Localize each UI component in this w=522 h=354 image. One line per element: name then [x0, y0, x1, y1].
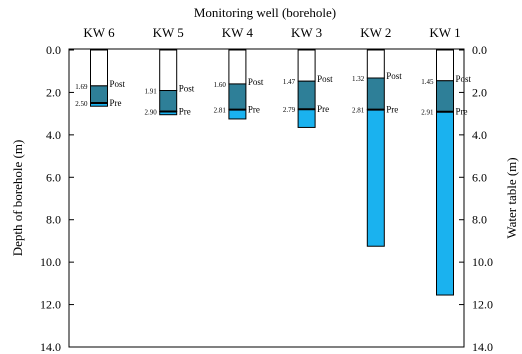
post-tag-label: Post: [110, 79, 126, 89]
well-name-label: KW 5: [153, 25, 184, 40]
water-pre-bar: [436, 111, 454, 296]
left-y-tick-label: 12.0: [40, 298, 61, 312]
left-y-tick-label: 0.0: [46, 43, 61, 57]
left-y-tick-label: 8.0: [46, 213, 61, 227]
left-y-tick-label: 6.0: [46, 170, 61, 184]
post-tag-label: Post: [386, 71, 402, 81]
water-pre-bar: [366, 109, 385, 247]
pre-tag-label: Pre: [386, 105, 398, 115]
well-casing-bar: [436, 49, 454, 82]
pre-value-label: 2.90: [144, 109, 157, 117]
right-y-tick-label: 12.0: [472, 298, 493, 312]
plot-frame: [68, 48, 465, 348]
well-name-label: KW 3: [291, 25, 322, 40]
chart-marks: 0.0 0.0 2.0 2.0 4.0 4.0 6.0 6.0 8.0 8.0 10.0 10.0 12…: [40, 25, 493, 354]
water-post-bar: [159, 90, 178, 113]
well-name-label: KW 1: [429, 25, 460, 40]
water-pre-bar: [228, 109, 247, 120]
post-value-label: 1.45: [421, 78, 434, 86]
post-tag-label: Post: [317, 74, 333, 84]
well-name-label: KW 6: [83, 25, 115, 40]
right-y-tick-label: 2.0: [472, 85, 487, 99]
right-y-tick-label: 14.0: [472, 340, 493, 354]
pre-value-label: 2.91: [421, 109, 434, 117]
pre-value-label: 2.81: [214, 107, 227, 115]
pre-tag-label: Pre: [456, 107, 468, 117]
post-tag-label: Post: [248, 77, 264, 87]
left-y-tick-label: 10.0: [40, 255, 61, 269]
post-value-label: 1.47: [283, 78, 296, 86]
pre-value-label: 2.81: [352, 107, 365, 115]
water-post-bar: [228, 83, 247, 111]
post-value-label: 1.91: [144, 88, 157, 96]
well-casing-bar: [228, 49, 247, 85]
pre-value-label: 2.50: [75, 100, 88, 108]
well-casing-bar: [366, 49, 385, 79]
left-y-tick-label: 2.0: [46, 85, 61, 99]
post-value-label: 1.32: [352, 75, 365, 83]
pre-value-label: 2.79: [283, 106, 296, 114]
chart-title: Monitoring well (borehole): [194, 5, 336, 20]
pre-tag-label: Pre: [248, 105, 260, 115]
post-tag-label: Post: [456, 74, 472, 84]
right-y-tick-label: 0.0: [472, 43, 487, 57]
right-y-tick-label: 4.0: [472, 128, 487, 142]
water-post-bar: [436, 80, 454, 113]
right-y-tick-label: 6.0: [472, 170, 487, 184]
water-post-bar: [297, 80, 316, 110]
well-name-label: KW 2: [360, 25, 391, 40]
water-post-bar: [90, 85, 108, 104]
right-axis-label: Water table (m): [504, 157, 519, 238]
water-post-bar: [366, 77, 385, 111]
well-name-label: KW 4: [222, 25, 254, 40]
well-casing-bar: [90, 49, 108, 87]
well-casing-bar: [297, 49, 316, 82]
post-value-label: 1.69: [75, 83, 88, 91]
pre-tag-label: Pre: [179, 107, 191, 117]
pre-tag-label: Pre: [110, 98, 122, 108]
right-y-tick-label: 8.0: [472, 213, 487, 227]
pre-tag-label: Pre: [317, 104, 329, 114]
water-pre-bar: [297, 108, 316, 128]
right-y-tick-label: 10.0: [472, 255, 493, 269]
well-casing-bar: [159, 49, 178, 92]
left-y-tick-label: 4.0: [46, 128, 61, 142]
left-axis-label: Depth of borehole (m): [10, 140, 25, 257]
post-value-label: 1.60: [214, 81, 227, 89]
left-y-tick-label: 14.0: [40, 340, 61, 354]
post-tag-label: Post: [179, 84, 195, 94]
